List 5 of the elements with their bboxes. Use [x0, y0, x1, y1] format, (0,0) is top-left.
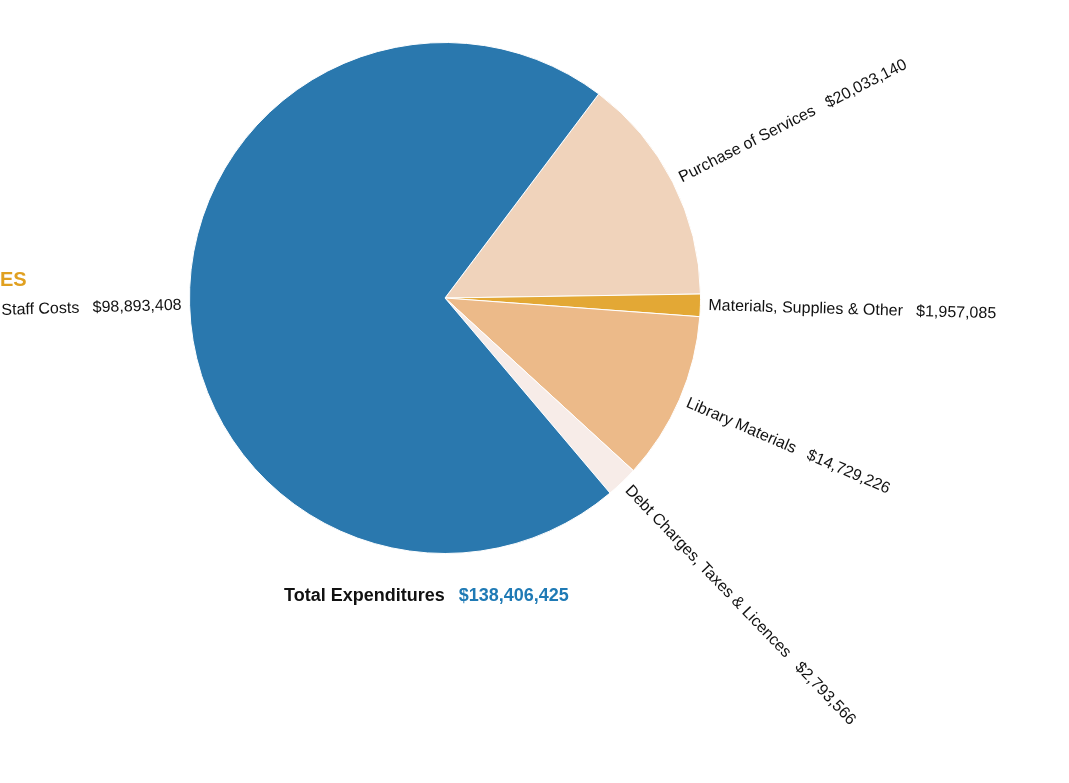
slice-label: Materials, Supplies & Other $1,957,085: [708, 296, 997, 322]
text: ES: [0, 268, 27, 291]
text: Total Expenditures: [284, 585, 445, 605]
text: $138,406,425: [458, 585, 569, 605]
slice-label: Staff Costs $98,893,408: [1, 295, 182, 318]
